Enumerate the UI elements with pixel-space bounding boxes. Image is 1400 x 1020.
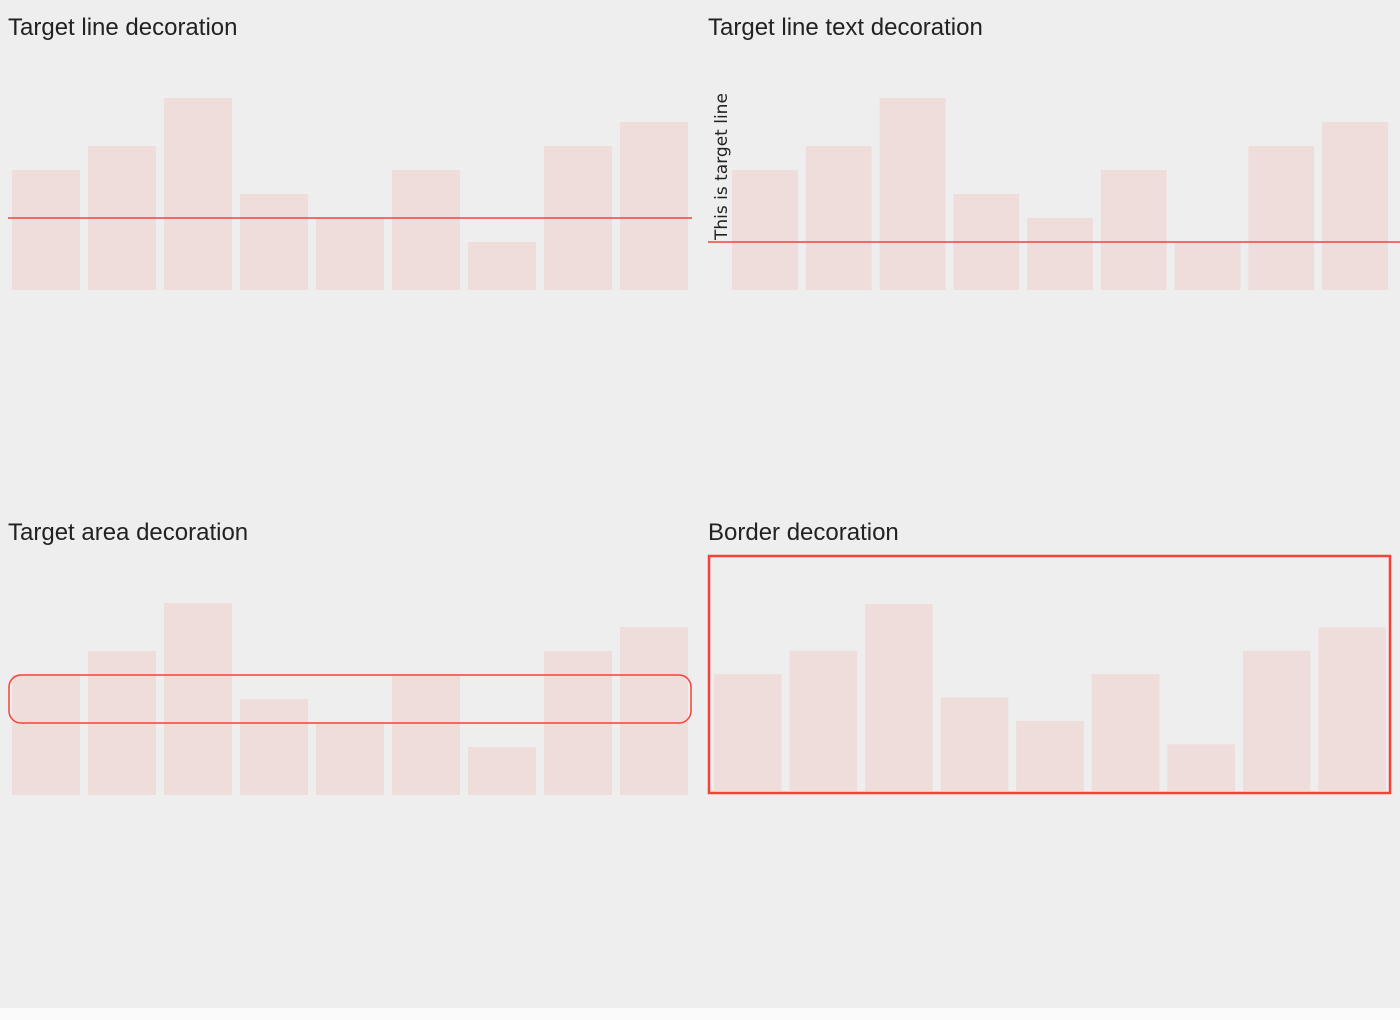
bar	[1091, 674, 1160, 791]
bar	[392, 675, 460, 795]
bar	[392, 170, 460, 290]
bar	[714, 674, 782, 791]
bar	[620, 627, 688, 795]
bar	[805, 146, 872, 290]
bar	[865, 604, 933, 791]
bar	[316, 723, 384, 795]
bar	[12, 170, 80, 290]
bar	[789, 650, 858, 792]
chart-title: Target area decoration	[8, 519, 249, 546]
border-chart-panel: Border decoration	[707, 505, 1392, 805]
bar	[468, 242, 536, 290]
bar	[468, 747, 536, 795]
bar	[12, 675, 80, 795]
bar	[316, 218, 384, 290]
bar	[1318, 627, 1386, 791]
border-bar-chart	[707, 554, 1392, 795]
bar	[1027, 218, 1093, 290]
target-line-text-bar-chart: This is target line	[708, 93, 1400, 290]
chart-title: Target line text decoration	[708, 14, 983, 41]
target-line-text-chart-panel: Target line text decoration This is targ…	[708, 0, 1400, 300]
bar	[940, 697, 1009, 791]
target-area-bar-chart	[8, 603, 692, 795]
bar	[1248, 146, 1315, 290]
target-line-chart-panel: Target line decoration	[8, 0, 692, 300]
bar	[1016, 720, 1084, 791]
bar	[1174, 242, 1241, 290]
bar	[164, 98, 232, 290]
chart-title: Target line decoration	[8, 14, 238, 41]
bar	[1242, 650, 1311, 792]
bar	[240, 194, 308, 290]
bar	[240, 699, 308, 795]
bar	[879, 98, 946, 290]
chart-border	[707, 554, 1392, 795]
target-line-bar-chart	[8, 98, 692, 290]
target-area-chart-panel: Target area decoration	[8, 505, 692, 805]
bar	[1167, 744, 1235, 792]
bar	[732, 170, 798, 290]
chart-title: Border decoration	[708, 519, 899, 546]
bar	[1100, 170, 1167, 290]
target-line-label: This is target line	[712, 93, 732, 241]
bar	[1322, 122, 1388, 290]
bar	[620, 122, 688, 290]
target-area	[8, 674, 692, 724]
bar	[164, 603, 232, 795]
